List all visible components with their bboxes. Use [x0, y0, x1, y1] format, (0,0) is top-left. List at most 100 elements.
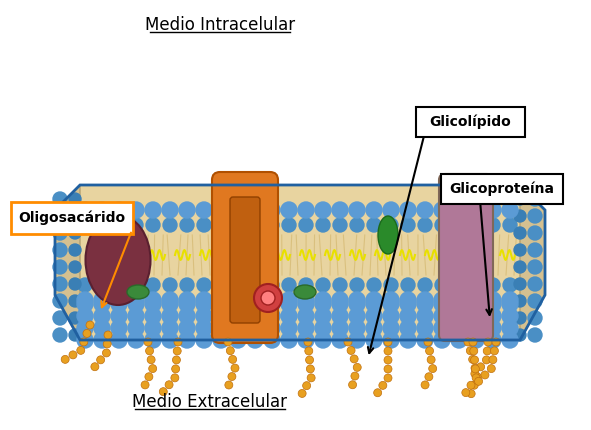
Circle shape: [196, 202, 212, 218]
Circle shape: [162, 296, 178, 312]
Circle shape: [417, 332, 433, 348]
Circle shape: [53, 311, 67, 325]
Circle shape: [484, 338, 492, 346]
Circle shape: [247, 292, 263, 308]
Circle shape: [128, 320, 144, 336]
Circle shape: [86, 321, 94, 329]
Circle shape: [315, 308, 331, 324]
Circle shape: [347, 347, 355, 354]
Circle shape: [428, 365, 437, 372]
Circle shape: [83, 329, 91, 338]
Circle shape: [146, 218, 160, 232]
Circle shape: [332, 292, 348, 308]
Circle shape: [435, 278, 449, 292]
Circle shape: [77, 296, 93, 312]
Circle shape: [451, 332, 467, 348]
Circle shape: [264, 202, 280, 218]
Circle shape: [316, 278, 330, 292]
Circle shape: [466, 347, 475, 355]
Circle shape: [467, 390, 475, 398]
Circle shape: [53, 243, 67, 257]
Circle shape: [213, 296, 229, 312]
Circle shape: [162, 320, 178, 336]
FancyBboxPatch shape: [416, 107, 525, 137]
Circle shape: [383, 320, 399, 336]
Circle shape: [366, 202, 382, 218]
Circle shape: [61, 355, 69, 363]
Circle shape: [417, 292, 433, 308]
Circle shape: [171, 365, 180, 373]
Circle shape: [111, 292, 127, 308]
Circle shape: [231, 218, 245, 232]
Circle shape: [298, 296, 314, 312]
Circle shape: [111, 296, 127, 312]
Circle shape: [129, 218, 143, 232]
Circle shape: [196, 320, 212, 336]
Circle shape: [179, 296, 195, 312]
Circle shape: [165, 381, 173, 389]
Circle shape: [128, 308, 144, 324]
Text: Oligosacárido: Oligosacárido: [18, 211, 125, 225]
Circle shape: [299, 218, 313, 232]
Circle shape: [503, 218, 517, 232]
Circle shape: [213, 292, 229, 308]
Circle shape: [112, 278, 126, 292]
Circle shape: [69, 351, 77, 359]
Circle shape: [514, 210, 526, 222]
Circle shape: [417, 308, 433, 324]
Circle shape: [53, 226, 67, 240]
Circle shape: [514, 261, 526, 273]
Circle shape: [298, 320, 314, 336]
Circle shape: [472, 374, 480, 382]
Circle shape: [248, 278, 262, 292]
Circle shape: [469, 338, 477, 346]
Circle shape: [78, 278, 92, 292]
Circle shape: [468, 308, 484, 324]
Circle shape: [418, 218, 432, 232]
Circle shape: [424, 338, 432, 346]
Circle shape: [384, 365, 392, 373]
Circle shape: [281, 308, 297, 324]
Circle shape: [78, 218, 92, 232]
Circle shape: [425, 373, 433, 381]
Circle shape: [384, 278, 398, 292]
Circle shape: [434, 320, 450, 336]
Ellipse shape: [378, 216, 398, 254]
Circle shape: [231, 364, 239, 372]
Circle shape: [180, 218, 194, 232]
Circle shape: [400, 332, 416, 348]
Circle shape: [254, 284, 282, 312]
Circle shape: [489, 356, 497, 364]
Circle shape: [247, 202, 263, 218]
Circle shape: [332, 296, 348, 312]
Circle shape: [77, 202, 93, 218]
Circle shape: [332, 202, 348, 218]
Circle shape: [53, 277, 67, 291]
Circle shape: [349, 202, 365, 218]
Circle shape: [469, 218, 483, 232]
Circle shape: [162, 202, 178, 218]
Circle shape: [514, 244, 526, 256]
Circle shape: [213, 332, 229, 348]
Circle shape: [264, 332, 280, 348]
Circle shape: [298, 332, 314, 348]
Text: Glicolípido: Glicolípido: [429, 115, 511, 129]
Circle shape: [145, 308, 161, 324]
Circle shape: [145, 296, 161, 312]
Circle shape: [470, 356, 479, 364]
Circle shape: [502, 332, 518, 348]
Circle shape: [129, 278, 143, 292]
Circle shape: [128, 332, 144, 348]
Circle shape: [417, 202, 433, 218]
Circle shape: [247, 332, 263, 348]
Circle shape: [298, 390, 306, 397]
Circle shape: [128, 202, 144, 218]
Circle shape: [282, 218, 296, 232]
Circle shape: [102, 349, 111, 357]
Circle shape: [528, 226, 542, 240]
Circle shape: [333, 278, 347, 292]
Circle shape: [111, 320, 127, 336]
Circle shape: [400, 320, 416, 336]
Circle shape: [53, 260, 67, 274]
Circle shape: [230, 296, 246, 312]
